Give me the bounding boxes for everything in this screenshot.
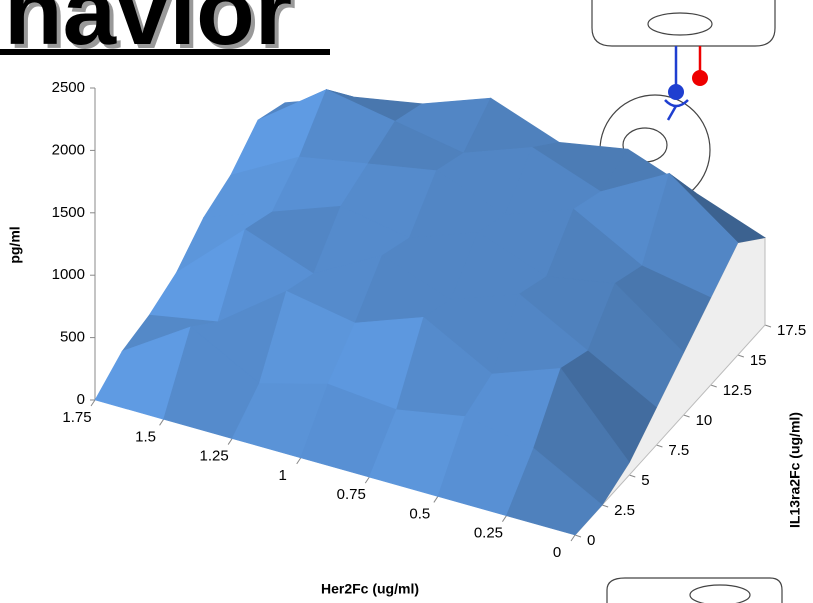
x-tick-label: 0.5 [409, 505, 430, 522]
x-tick-label: 0.75 [337, 486, 366, 503]
slide-title: havior [4, 0, 292, 65]
nucleus [689, 584, 751, 603]
y-tick [574, 534, 582, 538]
nucleus [647, 12, 713, 36]
cell-bottom [606, 577, 783, 603]
y-tick-label: 17.5 [777, 322, 806, 339]
x-tick [570, 534, 576, 542]
y-tick-label: 7.5 [668, 442, 689, 459]
x-tick-label: 1 [279, 467, 287, 484]
y-tick-label: 15 [750, 352, 767, 369]
z-tick-label: 2000 [52, 141, 85, 158]
x-tick [502, 515, 507, 522]
y-tick [737, 354, 745, 358]
x-tick [296, 457, 302, 465]
y-tick [629, 474, 636, 478]
binder [664, 99, 689, 108]
ligand [692, 70, 708, 86]
y-tick-label: 10 [696, 412, 713, 429]
x-tick-label: 0.25 [474, 525, 503, 542]
x-tick-label: 0 [553, 544, 561, 561]
surface-patch [506, 447, 603, 536]
title-shadow: havior [8, 0, 296, 69]
surface-plot: 0 500 1000 1500 2000 2500 0 0.25 0.5 0.75 1 1.25 1.5… [52, 79, 807, 561]
z-tick-label: 2500 [52, 79, 85, 96]
x-tick-label: 1.5 [135, 428, 156, 445]
y-tick [683, 414, 690, 418]
x-tick [227, 438, 233, 445]
y-tick-label: 12.5 [723, 382, 752, 399]
y-tick [764, 324, 772, 328]
x-tick [364, 476, 370, 484]
x-tick [159, 419, 164, 426]
binder-stem [666, 105, 678, 121]
y-tick-label: 0 [587, 532, 595, 549]
z-axis-title: pg/ml [7, 226, 23, 263]
x-tick-label: 1.75 [62, 409, 91, 426]
y-tick [601, 504, 609, 508]
z-tick-label: 500 [60, 329, 85, 346]
x-tick [90, 399, 96, 407]
ligand [668, 84, 684, 100]
y-tick [656, 444, 663, 448]
cell-top [591, 0, 776, 47]
x-tick [433, 496, 439, 503]
y-tick [710, 384, 717, 388]
x-tick-label: 1.25 [200, 448, 229, 465]
y-tick-label: 5 [641, 472, 649, 489]
y-axis-title: IL13ra2Fc (ug/ml) [787, 412, 803, 528]
y-tick-label: 2.5 [614, 502, 635, 519]
z-tick-label: 1000 [52, 266, 85, 283]
x-axis-title: Her2Fc (ug/ml) [321, 581, 419, 597]
z-tick-label: 0 [77, 391, 85, 408]
z-tick-label: 1500 [52, 204, 85, 221]
